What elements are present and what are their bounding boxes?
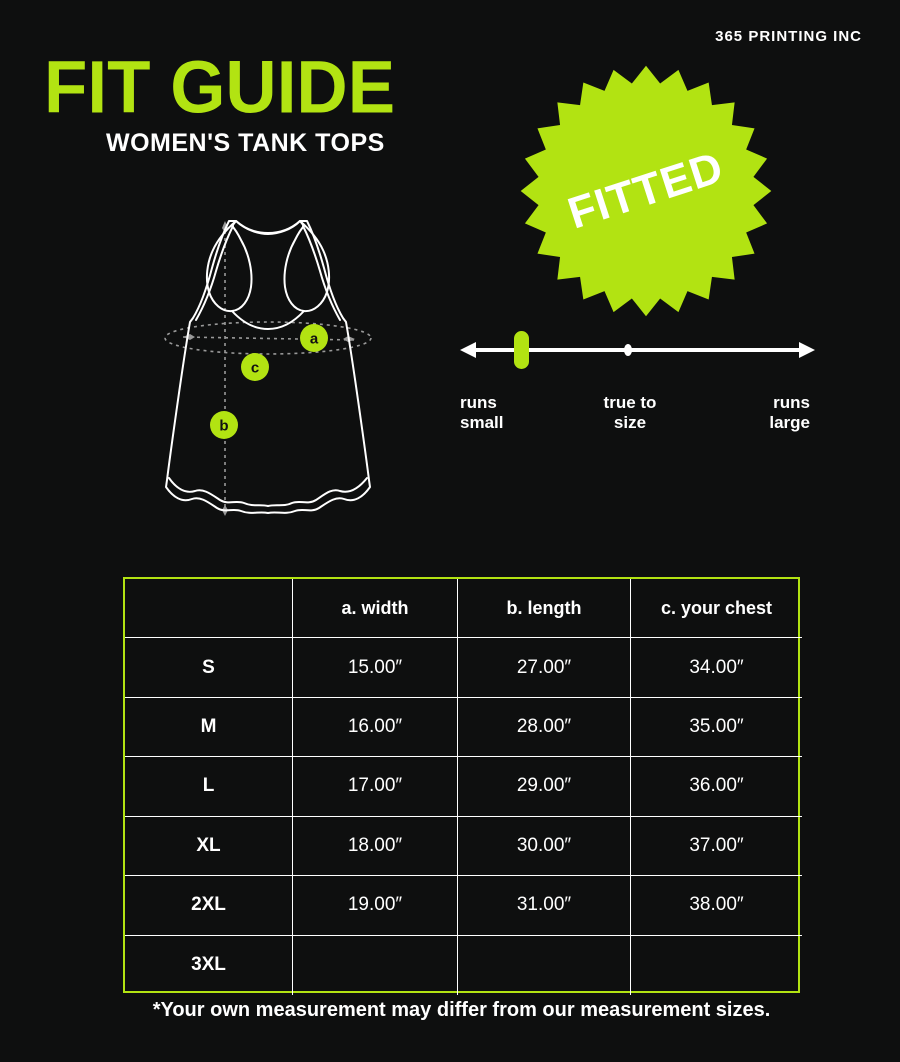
svg-text:a: a [310, 331, 319, 348]
svg-text:b: b [219, 418, 228, 435]
svg-text:c: c [251, 360, 259, 377]
